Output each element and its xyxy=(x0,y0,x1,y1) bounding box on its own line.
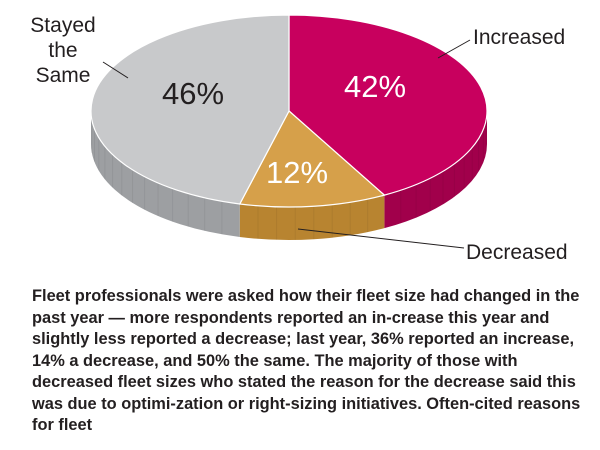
legend-label-increased: Increased xyxy=(473,26,565,49)
slice-labels: 42% 12% 46% xyxy=(162,69,406,190)
slice-value-label-decreased: 12% xyxy=(266,155,328,190)
slice-value-label-increased: 42% xyxy=(344,69,406,104)
legend-label-decreased: Decreased xyxy=(466,241,568,264)
pie-side-increased xyxy=(384,111,487,229)
leader-line-stayed-the-same xyxy=(102,61,129,79)
pie-side-layer xyxy=(91,111,487,240)
pie-side-stayed-the-same xyxy=(91,111,240,237)
chart-caption: Fleet professionals were asked how their… xyxy=(32,287,581,434)
legend-callouts: Increased Decreased Stayed the Same xyxy=(30,14,567,264)
pie-slice-decreased xyxy=(238,110,386,208)
pie-side-decreased xyxy=(239,195,385,240)
pie-slice-increased xyxy=(288,14,488,196)
pie-slice-stayed-the-same xyxy=(90,14,290,205)
pie-top-layer xyxy=(90,14,488,208)
pie-chart: 42% 12% 46% Increased Decreased Stayed the Sam… xyxy=(30,14,567,264)
leader-line-decreased xyxy=(297,228,465,249)
slice-value-label-stayed-the-same: 46% xyxy=(162,76,224,111)
leader-line-increased xyxy=(437,39,471,59)
legend-label-stayed-the-same: Stayed the Same xyxy=(30,14,95,87)
